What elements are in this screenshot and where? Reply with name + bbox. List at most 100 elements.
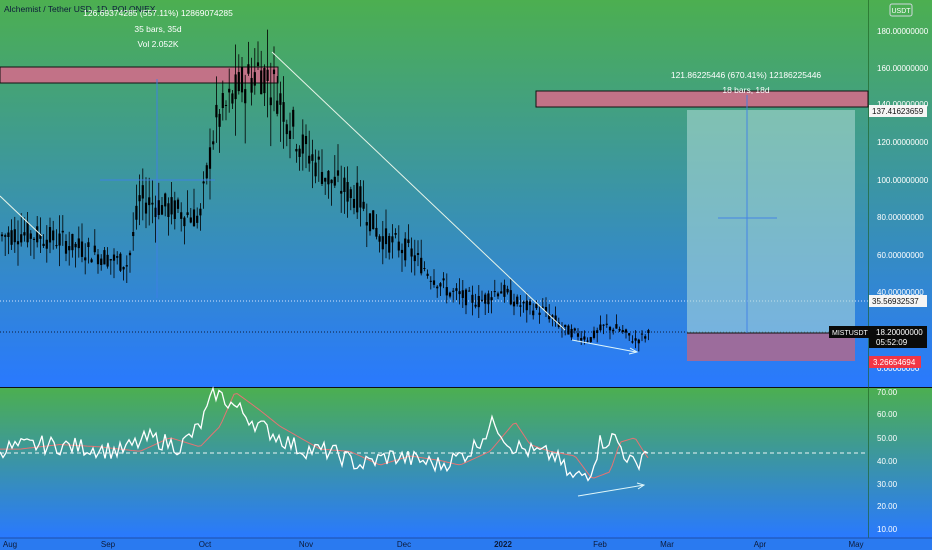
- candle-body: [644, 336, 647, 339]
- candle-body: [388, 235, 391, 253]
- candle-body: [96, 254, 100, 265]
- candle-body: [416, 253, 420, 255]
- candle-body: [628, 333, 631, 336]
- candle-body: [365, 222, 368, 226]
- candle-body: [615, 324, 618, 329]
- long-position-stop-area[interactable]: [687, 333, 855, 361]
- candle-body: [564, 324, 567, 328]
- candle-body: [170, 197, 173, 215]
- rsi-tick: 20.00: [877, 502, 898, 511]
- candle-body: [234, 74, 237, 100]
- candle-body: [461, 290, 464, 298]
- currency-button-label: USDT: [891, 8, 911, 15]
- candle-body: [173, 200, 176, 220]
- measure-tool-right[interactable]: [718, 95, 777, 333]
- symbol-tag: MISTUSDT: [832, 330, 869, 337]
- price-tick: 160.00000000: [877, 64, 929, 73]
- divergence-line-price[interactable]: [571, 339, 637, 353]
- rsi-line[interactable]: [0, 386, 649, 482]
- candle-body: [308, 155, 311, 164]
- rsi-pane-background: [0, 388, 932, 538]
- candle-body: [311, 154, 314, 161]
- candle-body: [448, 292, 452, 297]
- candle-body: [32, 238, 36, 240]
- candle-body: [330, 179, 333, 184]
- divergence-line-rsi[interactable]: [577, 484, 645, 497]
- trend-line-descending[interactable]: [271, 51, 566, 331]
- candle-body: [423, 268, 426, 270]
- candle-body: [436, 286, 439, 289]
- candle-body: [317, 156, 320, 160]
- candle-body: [0, 234, 4, 237]
- candle-body: [608, 326, 612, 331]
- candle-body: [276, 100, 279, 114]
- candle-body: [362, 201, 365, 209]
- candle-body: [55, 245, 58, 247]
- candle-body: [128, 252, 132, 256]
- candle-body: [455, 288, 458, 291]
- candle-body: [605, 323, 608, 325]
- candle-body: [90, 259, 93, 263]
- trend-line-left[interactable]: [0, 195, 43, 237]
- candle-body: [391, 236, 394, 243]
- candle-body: [592, 330, 596, 338]
- currency-button[interactable]: [889, 3, 913, 17]
- long-position-target-area[interactable]: [687, 110, 855, 333]
- candle-body: [52, 230, 55, 241]
- measure-left-line1: 126.69374285 (557.11%) 12869074285: [83, 8, 233, 18]
- measure-left-line2: 35 bars, 35d: [134, 24, 182, 34]
- candle-body: [640, 333, 644, 335]
- candle-body: [45, 239, 48, 249]
- candle-body: [368, 213, 372, 232]
- candle-body: [324, 177, 327, 182]
- candle-body: [29, 233, 32, 239]
- candle-body: [282, 102, 285, 122]
- price-scale[interactable]: 180.00000000 160.00000000 140.00000000 1…: [877, 27, 929, 373]
- candle-body: [634, 338, 637, 341]
- candle-body: [519, 305, 522, 307]
- rsi-tick: 40.00: [877, 457, 898, 466]
- candle-body: [589, 337, 592, 342]
- candle-body: [253, 72, 256, 86]
- candle-body: [583, 336, 586, 340]
- rsi-moving-average-line[interactable]: [0, 392, 649, 479]
- candle-body: [343, 177, 346, 193]
- candle-body: [215, 104, 218, 118]
- candle-body: [384, 228, 388, 245]
- candle-body: [285, 124, 288, 135]
- time-axis-background: [0, 538, 932, 550]
- candle-body: [26, 221, 29, 243]
- candle-body: [109, 259, 112, 261]
- candle-body: [301, 134, 304, 154]
- candle-body: [80, 241, 84, 257]
- time-tick: Apr: [754, 540, 767, 549]
- supply-zone-left[interactable]: [0, 66, 279, 84]
- time-axis[interactable]: Aug Sep Oct Nov Dec 2022 Feb Mar Apr May: [3, 540, 864, 549]
- candle-body: [292, 109, 295, 127]
- candle-body: [103, 250, 106, 265]
- candle-body: [295, 148, 298, 152]
- candle-body: [407, 239, 410, 243]
- candle-body: [160, 205, 164, 215]
- rsi-tick: 70.00: [877, 388, 898, 397]
- candle-body: [532, 310, 535, 316]
- time-tick: Nov: [299, 540, 313, 549]
- candle-body: [157, 200, 160, 215]
- candle-body: [119, 253, 122, 271]
- candle-body: [378, 236, 381, 242]
- candle-body: [333, 176, 336, 186]
- rsi-tick: 50.00: [877, 434, 898, 443]
- candle-body: [432, 280, 436, 285]
- supply-zone-right[interactable]: [535, 90, 869, 108]
- candlestick-series: [0, 29, 650, 352]
- candle-body: [535, 303, 538, 309]
- candle-body: [221, 93, 224, 109]
- candle-body: [356, 182, 359, 213]
- rsi-scale[interactable]: 70.00 60.00 50.00 40.00 30.00 20.00 10.0…: [877, 388, 898, 534]
- last-price-label-bg: [869, 326, 927, 348]
- measure-tool-left[interactable]: [100, 79, 215, 298]
- candle-body: [618, 329, 621, 331]
- candle-body: [599, 324, 602, 331]
